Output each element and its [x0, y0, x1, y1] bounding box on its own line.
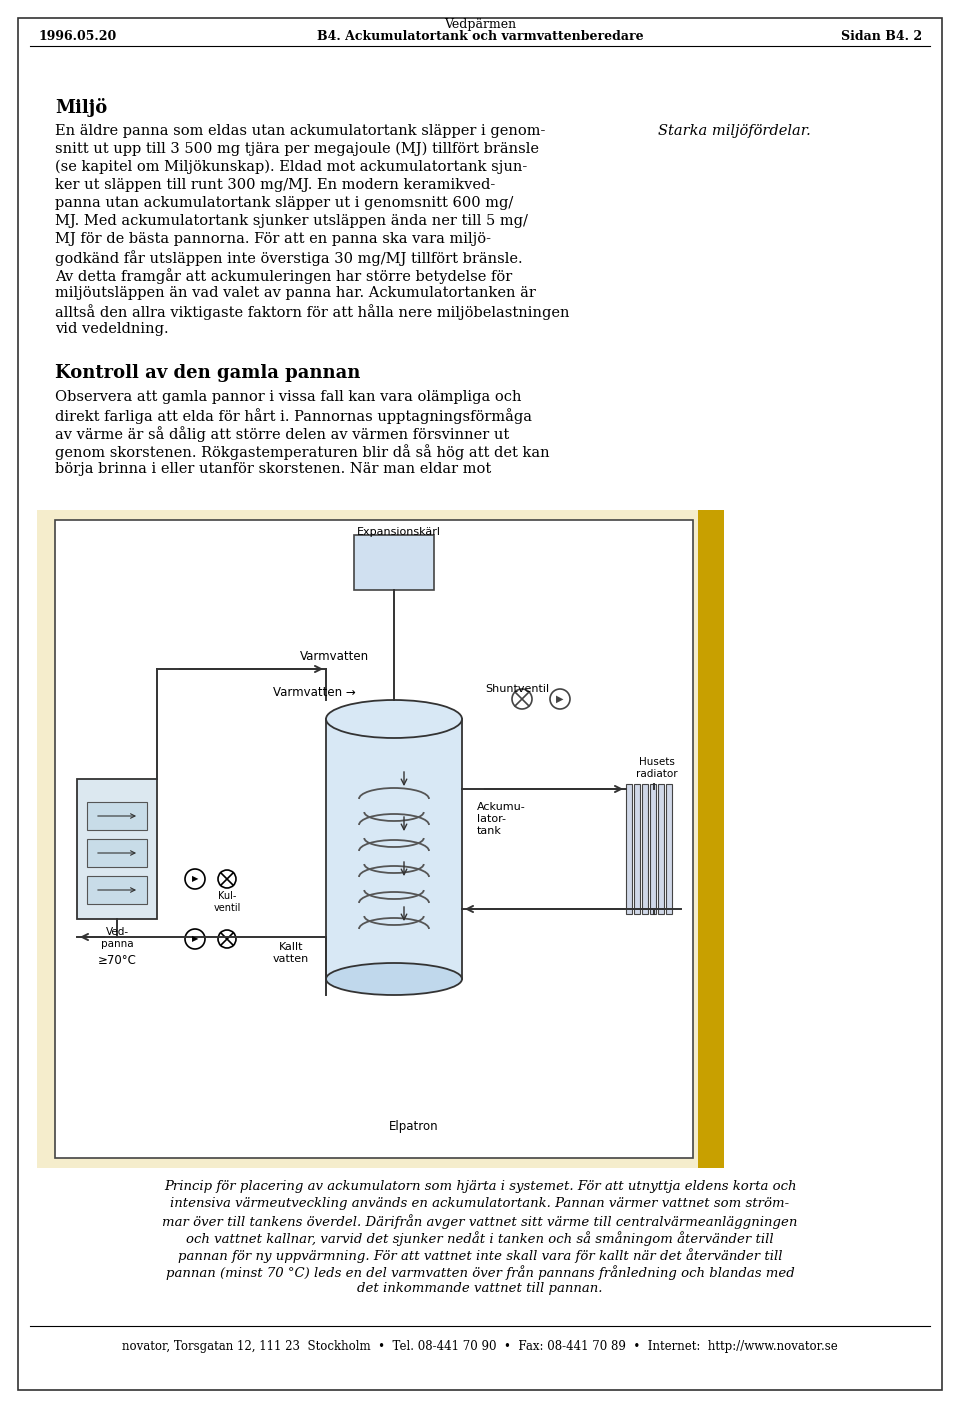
Text: ▶: ▶ — [192, 874, 199, 883]
Bar — [698, 510, 724, 1169]
Text: panna utan ackumulatortank släpper ut i genomsnitt 600 mg/: panna utan ackumulatortank släpper ut i … — [55, 196, 514, 210]
Text: Elpatron: Elpatron — [389, 1119, 439, 1133]
Bar — [634, 784, 640, 914]
Text: Av detta framgår att ackumuleringen har större betydelse för: Av detta framgår att ackumuleringen har … — [55, 268, 513, 284]
Bar — [666, 784, 672, 914]
Bar — [37, 510, 724, 1169]
Text: börja brinna i eller utanför skorstenen. När man eldar mot: börja brinna i eller utanför skorstenen.… — [55, 462, 492, 476]
Bar — [650, 784, 656, 914]
Bar — [77, 779, 157, 919]
Text: MJ för de bästa pannorna. För att en panna ska vara miljö-: MJ för de bästa pannorna. För att en pan… — [55, 232, 491, 246]
Text: Kontroll av den gamla pannan: Kontroll av den gamla pannan — [55, 365, 360, 382]
Bar — [326, 719, 462, 979]
Text: (se kapitel om Miljökunskap). Eldad mot ackumulatortank sjun-: (se kapitel om Miljökunskap). Eldad mot … — [55, 161, 527, 175]
Text: Starka miljöfördelar.: Starka miljöfördelar. — [658, 124, 811, 138]
Text: snitt ut upp till 3 500 mg tjära per megajoule (MJ) tillfört bränsle: snitt ut upp till 3 500 mg tjära per meg… — [55, 142, 539, 156]
Bar — [87, 876, 147, 904]
Text: godkänd får utsläppen inte överstiga 30 mg/MJ tillfört bränsle.: godkänd får utsläppen inte överstiga 30 … — [55, 251, 522, 266]
Text: Ved-
panna: Ved- panna — [101, 926, 133, 949]
Text: 1996.05.20: 1996.05.20 — [38, 30, 116, 44]
Bar — [626, 784, 632, 914]
Text: intensiva värmeutveckling används en ackumulatortank. Pannan värmer vattnet som : intensiva värmeutveckling används en ack… — [171, 1197, 789, 1209]
Text: av värme är så dålig att större delen av värmen försvinner ut: av värme är så dålig att större delen av… — [55, 427, 509, 442]
Text: ▶: ▶ — [556, 694, 564, 704]
Text: Kallt
vatten: Kallt vatten — [273, 942, 309, 963]
Text: Sidan B4. 2: Sidan B4. 2 — [841, 30, 922, 44]
Text: vid vedeldning.: vid vedeldning. — [55, 322, 169, 337]
Bar — [87, 803, 147, 829]
Bar — [658, 784, 664, 914]
Text: novator, Torsgatan 12, 111 23  Stockholm  •  Tel. 08-441 70 90  •  Fax: 08-441 7: novator, Torsgatan 12, 111 23 Stockholm … — [122, 1340, 838, 1353]
Bar — [642, 784, 648, 914]
Text: Vedpärmen: Vedpärmen — [444, 18, 516, 31]
Text: alltså den allra viktigaste faktorn för att hålla nere miljöbelastningen: alltså den allra viktigaste faktorn för … — [55, 304, 569, 320]
Text: Varmvatten →: Varmvatten → — [273, 686, 355, 698]
Text: direkt farliga att elda för hårt i. Pannornas upptagningsförmåga: direkt farliga att elda för hårt i. Pann… — [55, 408, 532, 424]
Text: pannan för ny uppvärmning. För att vattnet inte skall vara för kallt när det åte: pannan för ny uppvärmning. För att vattn… — [178, 1247, 782, 1263]
Text: Husets
radiator: Husets radiator — [636, 758, 678, 779]
Text: miljöutsläppen än vad valet av panna har. Ackumulatortanken är: miljöutsläppen än vad valet av panna har… — [55, 286, 536, 300]
Text: ▶: ▶ — [192, 935, 199, 943]
Bar — [354, 535, 434, 590]
Bar — [55, 520, 693, 1157]
Text: genom skorstenen. Rökgastemperaturen blir då så hög att det kan: genom skorstenen. Rökgastemperaturen bli… — [55, 444, 550, 460]
Text: Expansionskärl: Expansionskärl — [357, 527, 441, 536]
Text: Shuntventil: Shuntventil — [485, 684, 549, 694]
Text: pannan (minst 70 °C) leds en del varmvatten över från pannans frånledning och bl: pannan (minst 70 °C) leds en del varmvat… — [166, 1264, 794, 1280]
Text: Kul-
ventil: Kul- ventil — [213, 891, 241, 912]
Text: Ackumu-
lator-
tank: Ackumu- lator- tank — [477, 803, 526, 835]
Bar — [87, 839, 147, 867]
Ellipse shape — [326, 700, 462, 738]
Text: ker ut släppen till runt 300 mg/MJ. En modern keramikved-: ker ut släppen till runt 300 mg/MJ. En m… — [55, 177, 495, 191]
Text: MJ. Med ackumulatortank sjunker utsläppen ända ner till 5 mg/: MJ. Med ackumulatortank sjunker utsläppe… — [55, 214, 528, 228]
Text: B4. Ackumulatortank och varmvattenberedare: B4. Ackumulatortank och varmvattenbereda… — [317, 30, 643, 44]
Text: Varmvatten: Varmvatten — [300, 650, 369, 663]
Text: Miljö: Miljö — [55, 99, 108, 117]
Text: Observera att gamla pannor i vissa fall kan vara olämpliga och: Observera att gamla pannor i vissa fall … — [55, 390, 521, 404]
Text: En äldre panna som eldas utan ackumulatortank släpper i genom-: En äldre panna som eldas utan ackumulato… — [55, 124, 545, 138]
Text: mar över till tankens överdel. Därifrån avger vattnet sitt värme till centralvär: mar över till tankens överdel. Därifrån … — [162, 1214, 798, 1229]
Text: ≥70°C: ≥70°C — [98, 955, 136, 967]
Ellipse shape — [326, 963, 462, 995]
Text: Princip för placering av ackumulatorn som hjärta i systemet. För att utnyttja el: Princip för placering av ackumulatorn so… — [164, 1180, 796, 1193]
Text: det inkommande vattnet till pannan.: det inkommande vattnet till pannan. — [357, 1283, 603, 1295]
Text: och vattnet kallnar, varvid det sjunker nedåt i tanken och så småningom återvänd: och vattnet kallnar, varvid det sjunker … — [186, 1231, 774, 1246]
